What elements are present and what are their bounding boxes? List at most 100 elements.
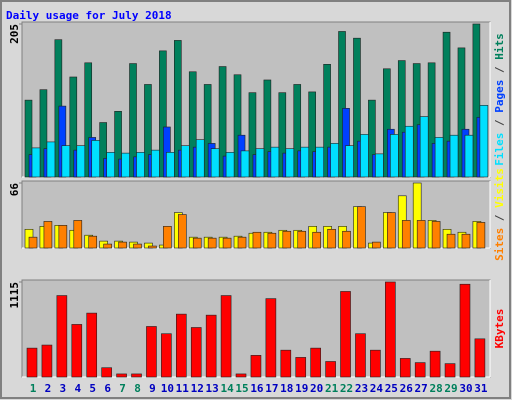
bar: [181, 145, 190, 178]
bar: [446, 233, 456, 249]
bar: [166, 152, 175, 178]
legend-separator: /: [493, 60, 506, 80]
bar: [404, 125, 414, 178]
x-tick-label: 3: [60, 382, 67, 395]
x-tick-label: 4: [74, 382, 81, 395]
x-tick-label: 21: [325, 382, 339, 395]
bar: [58, 225, 68, 249]
bar: [188, 71, 197, 178]
legend-separator: /: [493, 113, 506, 133]
bar: [372, 241, 381, 249]
bar: [121, 152, 130, 178]
bar: [41, 344, 53, 378]
bar: [252, 231, 262, 249]
bar: [131, 373, 142, 378]
x-tick-label: 11: [176, 382, 190, 395]
bar: [431, 221, 441, 249]
bar: [375, 153, 384, 178]
bar: [282, 230, 292, 249]
bar: [210, 148, 220, 178]
bar: [416, 220, 426, 249]
bar: [146, 326, 157, 378]
bar: [476, 222, 486, 249]
bar: [461, 233, 471, 249]
bar: [161, 333, 172, 378]
x-tick-label: 18: [280, 382, 293, 395]
legend-entry: KBytes: [493, 309, 506, 349]
x-tick-label: 24: [370, 382, 384, 395]
x-tick-label: 28: [429, 382, 442, 395]
bar: [310, 347, 321, 378]
bar: [148, 245, 157, 249]
bar: [390, 134, 399, 178]
x-tick-label: 29: [444, 382, 457, 395]
bar: [46, 141, 56, 178]
bar: [178, 214, 187, 249]
bar: [442, 31, 451, 178]
bar: [270, 146, 280, 178]
bar: [116, 373, 127, 378]
bar: [399, 358, 411, 378]
bar: [106, 152, 115, 178]
legend: KBytes: [493, 309, 506, 349]
legend-separator: /: [493, 208, 506, 228]
bar: [383, 68, 391, 178]
bar: [312, 231, 321, 249]
bar: [401, 220, 411, 249]
bar: [190, 327, 202, 378]
bar: [472, 23, 481, 178]
x-tick-label: 2: [45, 382, 52, 395]
x-tick-label: 23: [355, 382, 368, 395]
bar: [237, 236, 247, 249]
bar: [39, 89, 48, 178]
bar: [397, 60, 406, 178]
x-tick-label: 5: [89, 382, 96, 395]
bar: [345, 145, 354, 178]
bar: [31, 147, 41, 178]
y-tick-label: 66: [8, 183, 21, 197]
bar: [355, 333, 366, 378]
bar: [222, 237, 232, 249]
legend-entry: Visits: [493, 168, 506, 208]
x-tick-label: 8: [134, 382, 141, 395]
bar: [240, 150, 250, 178]
bar: [338, 31, 346, 178]
bar: [76, 145, 86, 178]
x-tick-label: 12: [191, 382, 204, 395]
bar: [235, 373, 247, 378]
x-tick-label: 1: [30, 382, 37, 395]
x-tick-label: 19: [295, 382, 308, 395]
legend: Sites / Visits: [493, 168, 506, 261]
legend-entry: Pages: [493, 80, 506, 113]
bar: [73, 220, 83, 249]
bar: [449, 134, 459, 178]
bar: [464, 134, 474, 178]
bar: [129, 63, 137, 178]
bar: [26, 347, 38, 378]
bar: [370, 349, 381, 378]
bar: [88, 235, 98, 249]
bar: [43, 221, 53, 249]
bar: [101, 367, 112, 378]
x-tick-label: 30: [459, 382, 472, 395]
bar: [325, 361, 336, 378]
bar: [144, 84, 152, 178]
bar: [459, 283, 471, 378]
legend: Files / Pages / Hits: [493, 33, 506, 166]
x-tick-label: 27: [415, 382, 428, 395]
bar: [360, 134, 369, 178]
bar: [263, 79, 272, 178]
x-tick-label: 9: [149, 382, 156, 395]
bar: [103, 243, 112, 249]
bar: [267, 232, 277, 249]
legend-entry: Sites: [493, 228, 506, 261]
bar: [353, 37, 361, 178]
bar: [342, 230, 351, 249]
bar: [280, 349, 292, 378]
x-tick-label: 7: [119, 382, 126, 395]
bar: [136, 152, 145, 178]
bar: [434, 137, 444, 178]
bar: [419, 116, 429, 178]
